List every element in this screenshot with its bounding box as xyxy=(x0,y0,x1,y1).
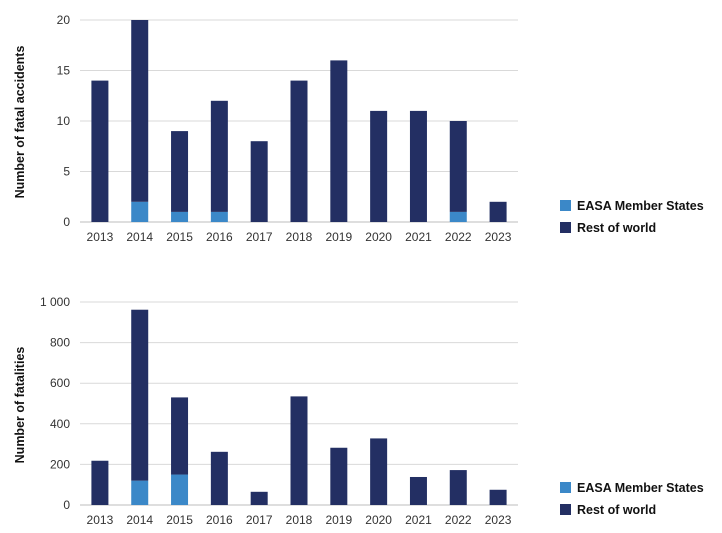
x-tick-label: 2022 xyxy=(445,230,472,244)
legend-swatch xyxy=(560,504,571,515)
x-tick-label: 2015 xyxy=(166,230,193,244)
x-tick-labels: 2013 2014 2015 2016 2017 2018 2019 2020 2021 2022… xyxy=(87,230,512,244)
y-tick-labels: 0 5 10 15 20 xyxy=(57,13,71,229)
legend-label: EASA Member States xyxy=(577,481,704,495)
bar-rest-of-world-2022 xyxy=(449,470,467,505)
bar-easa-2015 xyxy=(171,474,189,505)
x-tick-label: 2014 xyxy=(126,513,153,527)
y-axis-label: Number of fatal accidents xyxy=(13,46,27,199)
x-tick-label: 2013 xyxy=(87,230,114,244)
x-tick-label: 2017 xyxy=(246,513,273,527)
x-tick-label: 2018 xyxy=(286,230,313,244)
bar-easa-2014 xyxy=(131,201,149,222)
legend: EASA Member States Rest of world xyxy=(560,481,704,517)
bar-rest-of-world-2013 xyxy=(91,80,109,222)
bar-rest-of-world-2023 xyxy=(489,489,507,505)
bar-rest-of-world-2014 xyxy=(131,20,149,202)
y-tick-label: 15 xyxy=(57,64,71,78)
bar-rest-of-world-2019 xyxy=(330,60,348,223)
bar-rest-of-world-2017 xyxy=(250,141,268,222)
bar-rest-of-world-2016 xyxy=(210,451,228,505)
bar-rest-of-world-2019 xyxy=(330,447,348,505)
x-tick-label: 2019 xyxy=(325,230,352,244)
legend-label: EASA Member States xyxy=(577,199,704,213)
y-tick-label: 600 xyxy=(50,376,70,390)
x-tick-label: 2014 xyxy=(126,230,153,244)
y-tick-label: 10 xyxy=(57,114,71,128)
bar-rest-of-world-2015 xyxy=(171,131,189,212)
bars xyxy=(91,20,507,223)
bar-easa-2016 xyxy=(210,211,228,222)
x-tick-label: 2021 xyxy=(405,513,432,527)
bar-easa-2014 xyxy=(131,480,149,505)
x-tick-label: 2015 xyxy=(166,513,193,527)
bar-easa-2022 xyxy=(449,211,467,222)
fatal-accidents-chart: 0 5 10 15 20 2013 2014 2015 2016 2017 2018 2019 202… xyxy=(13,13,704,244)
bar-easa-2015 xyxy=(171,211,189,222)
y-tick-label: 200 xyxy=(50,457,70,471)
x-tick-label: 2020 xyxy=(365,513,392,527)
bar-rest-of-world-2020 xyxy=(370,438,388,505)
x-tick-label: 2017 xyxy=(246,230,273,244)
y-axis-label: Number of fatalities xyxy=(13,347,27,464)
bars xyxy=(91,309,507,505)
y-tick-labels: 0 200 400 600 800 1 000 xyxy=(40,295,70,512)
y-tick-label: 400 xyxy=(50,417,70,431)
x-tick-label: 2023 xyxy=(485,230,512,244)
x-tick-label: 2013 xyxy=(87,513,114,527)
bar-rest-of-world-2021 xyxy=(409,476,427,505)
legend-label: Rest of world xyxy=(577,221,656,235)
legend: EASA Member States Rest of world xyxy=(560,199,704,235)
y-tick-label: 800 xyxy=(50,336,70,350)
y-tick-label: 0 xyxy=(63,498,70,512)
legend-swatch xyxy=(560,482,571,493)
bar-rest-of-world-2017 xyxy=(250,491,268,505)
x-tick-label: 2021 xyxy=(405,230,432,244)
bar-rest-of-world-2013 xyxy=(91,460,109,505)
x-tick-labels: 2013 2014 2015 2016 2017 2018 2019 2020 2021 2022… xyxy=(87,513,512,527)
x-tick-label: 2019 xyxy=(325,513,352,527)
bar-rest-of-world-2016 xyxy=(210,100,228,212)
y-tick-label: 1 000 xyxy=(40,295,70,309)
y-tick-label: 0 xyxy=(63,215,70,229)
y-tick-label: 20 xyxy=(57,13,71,27)
legend-swatch xyxy=(560,222,571,233)
bar-rest-of-world-2014 xyxy=(131,309,149,481)
x-tick-label: 2018 xyxy=(286,513,313,527)
bar-rest-of-world-2020 xyxy=(370,110,388,222)
bar-rest-of-world-2018 xyxy=(290,80,308,222)
bar-rest-of-world-2018 xyxy=(290,396,308,505)
x-tick-label: 2016 xyxy=(206,230,233,244)
x-tick-label: 2016 xyxy=(206,513,233,527)
x-tick-label: 2022 xyxy=(445,513,472,527)
legend-label: Rest of world xyxy=(577,503,656,517)
bar-rest-of-world-2022 xyxy=(449,121,467,212)
bar-rest-of-world-2021 xyxy=(409,110,427,222)
x-tick-label: 2020 xyxy=(365,230,392,244)
bar-rest-of-world-2023 xyxy=(489,201,507,222)
legend-swatch xyxy=(560,200,571,211)
bar-rest-of-world-2015 xyxy=(171,397,189,475)
x-tick-label: 2023 xyxy=(485,513,512,527)
y-tick-label: 5 xyxy=(63,165,70,179)
